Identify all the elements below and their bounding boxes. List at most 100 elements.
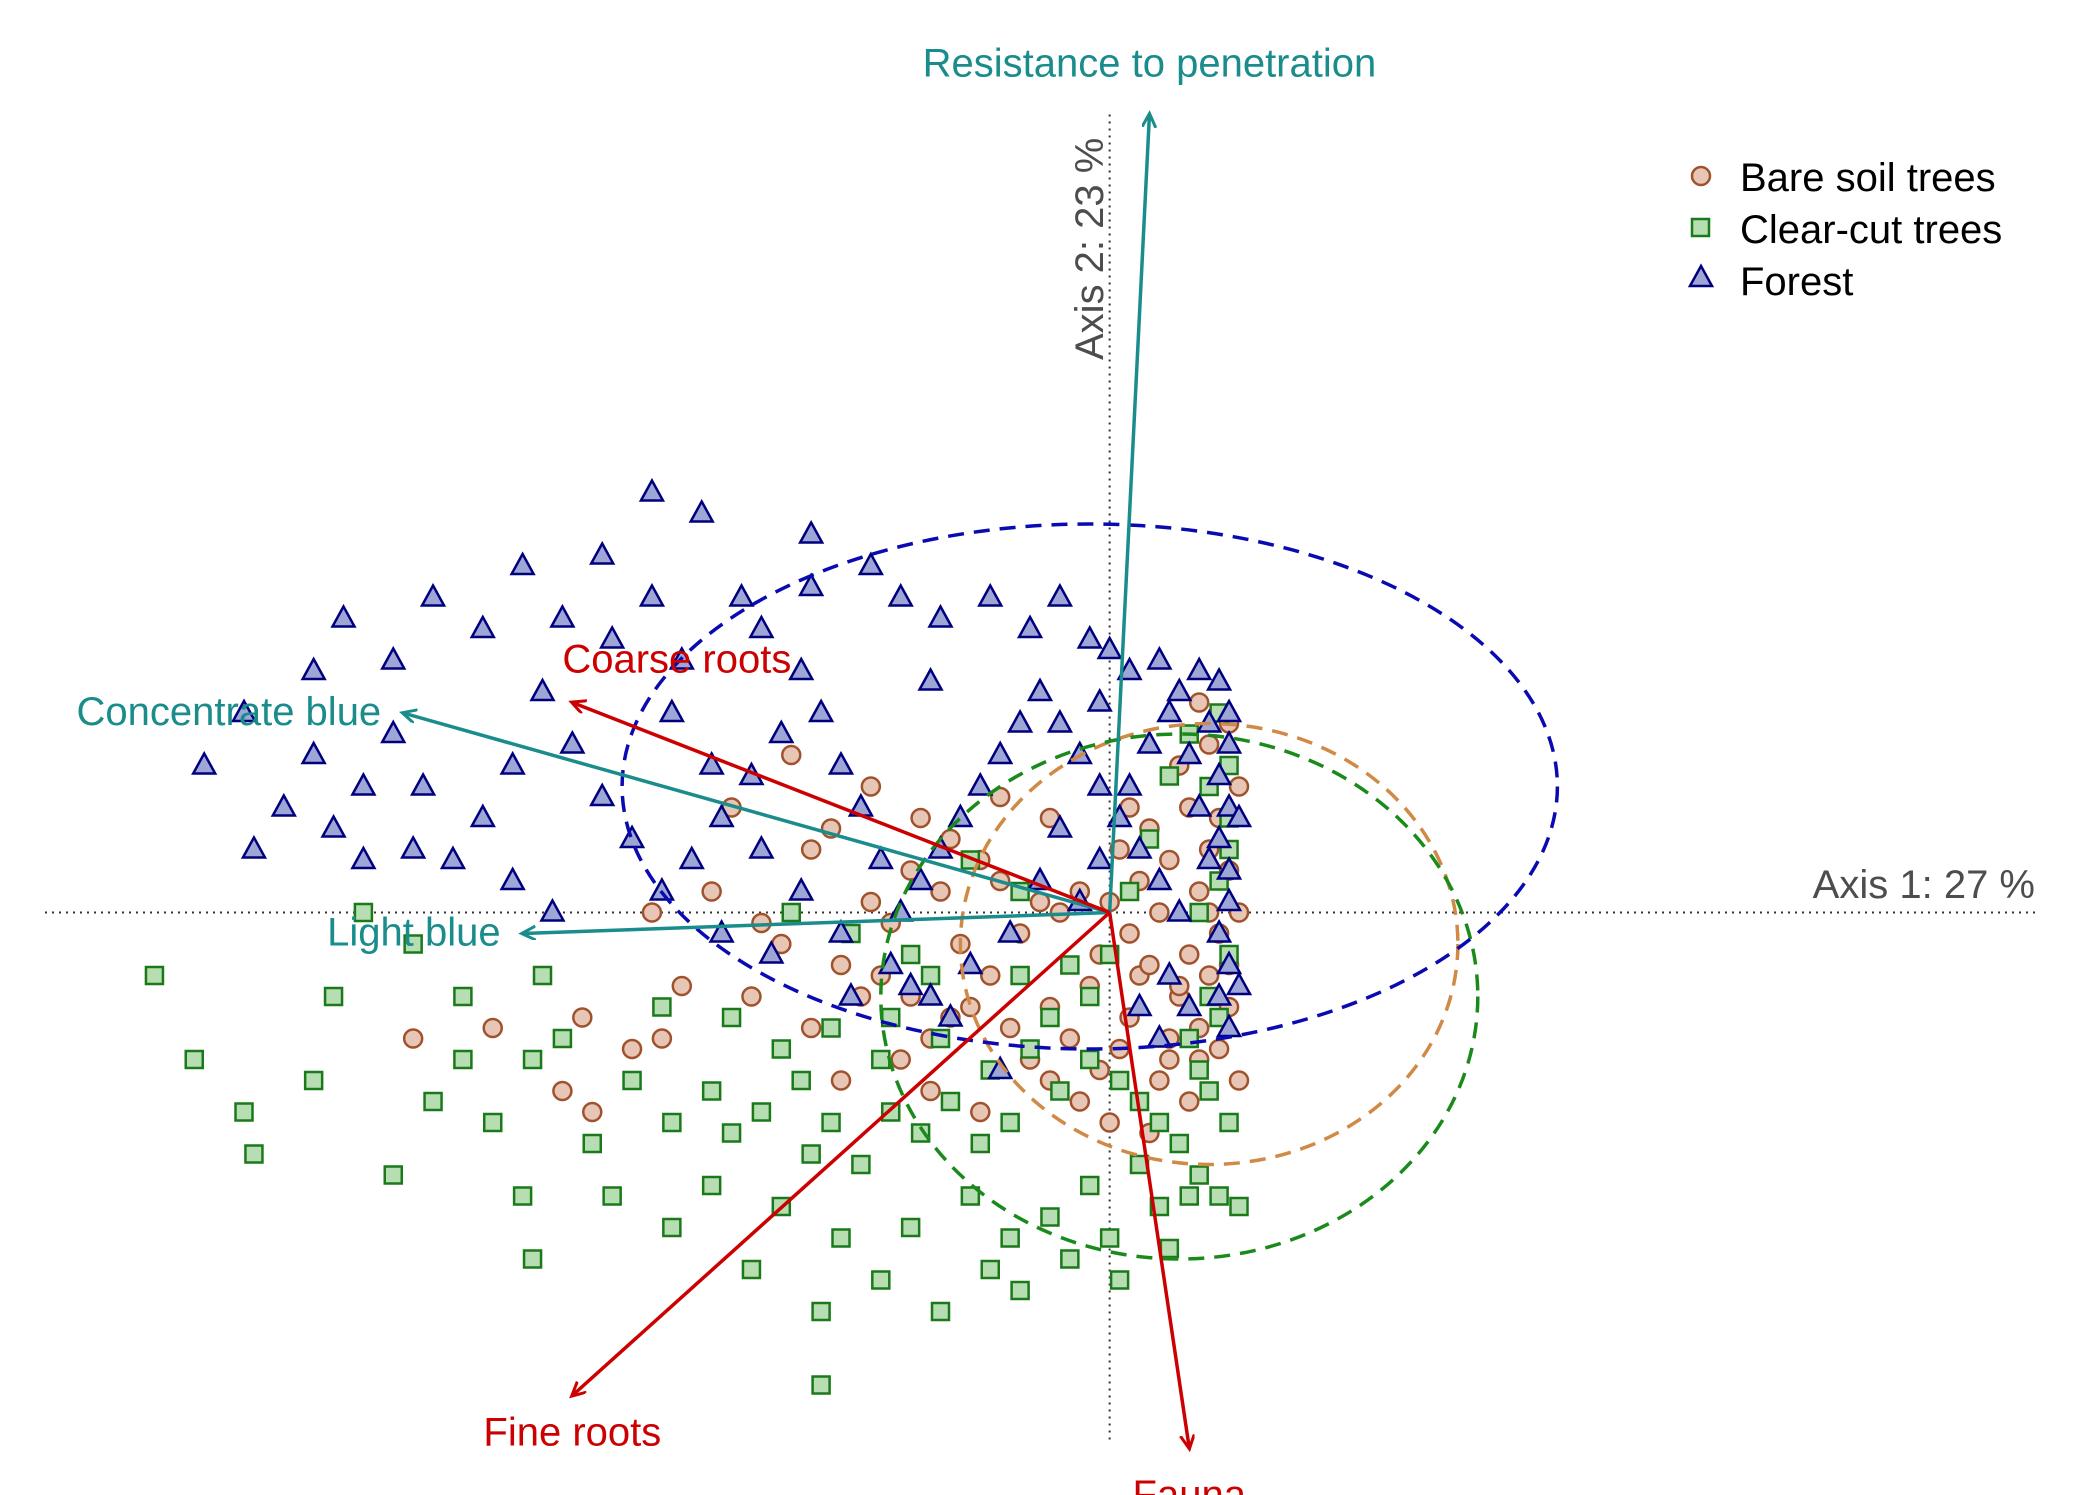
point-forest xyxy=(877,950,904,975)
point-bare-soil-trees xyxy=(572,1007,593,1028)
biplot-vectors: Resistance to penetration Concentrate blu… xyxy=(77,42,1377,1495)
data-points xyxy=(144,477,1253,1395)
point-clear-cut-trees xyxy=(1000,1112,1020,1133)
point-clear-cut-trees xyxy=(383,1165,403,1185)
point-bare-soil-trees xyxy=(860,891,882,913)
point-forest xyxy=(708,803,735,828)
point-forest xyxy=(1205,761,1233,786)
point-clear-cut-trees xyxy=(831,1228,851,1248)
point-clear-cut-trees xyxy=(602,1186,622,1206)
point-clear-cut-trees xyxy=(1219,1112,1239,1133)
point-clear-cut-trees xyxy=(781,902,801,923)
legend-marker-triangle xyxy=(1687,263,1715,288)
point-forest xyxy=(599,624,626,649)
legend-entry-bare-soil-trees: Bare soil trees xyxy=(1690,156,1996,200)
point-bare-soil-trees xyxy=(830,1070,852,1091)
legend-label: Bare soil trees xyxy=(1740,156,1996,200)
point-clear-cut-trees xyxy=(1099,1228,1120,1248)
point-clear-cut-trees xyxy=(353,902,374,923)
point-bare-soil-trees xyxy=(552,1080,573,1102)
point-forest xyxy=(1076,624,1103,649)
legend-marker-circle xyxy=(1690,165,1712,187)
point-forest xyxy=(967,771,994,796)
point-forest xyxy=(270,792,297,817)
point-bare-soil-trees xyxy=(641,902,663,923)
point-forest xyxy=(748,834,775,859)
point-clear-cut-trees xyxy=(1060,955,1080,975)
point-bare-soil-trees xyxy=(1198,734,1220,755)
point-clear-cut-trees xyxy=(811,1301,831,1322)
point-forest xyxy=(330,603,357,628)
point-forest xyxy=(708,918,735,943)
point-clear-cut-trees xyxy=(552,1028,573,1049)
point-bare-soil-trees xyxy=(741,986,762,1007)
point-clear-cut-trees xyxy=(1010,1280,1030,1301)
point-forest xyxy=(937,1002,964,1027)
ellipse-clear-cut-trees xyxy=(879,732,1480,1261)
point-forest xyxy=(1026,677,1054,702)
point-forest xyxy=(768,719,795,744)
point-bare-soil-trees xyxy=(482,1017,503,1039)
vector-coarse-roots xyxy=(572,703,1111,915)
point-clear-cut-trees xyxy=(1040,1007,1060,1028)
vector-label-concentrate-blue: Concentrate blue xyxy=(77,690,382,734)
point-forest xyxy=(380,719,407,744)
point-forest xyxy=(917,981,944,1006)
legend: Bare soil trees Clear-cut trees Forest xyxy=(1687,156,2002,304)
vector-label-resistance-to-penetration: Resistance to penetration xyxy=(923,42,1377,86)
point-forest xyxy=(927,603,954,628)
point-bare-soil-trees xyxy=(1179,1091,1200,1112)
point-forest xyxy=(409,771,437,796)
point-clear-cut-trees xyxy=(821,1112,841,1133)
confidence-ellipses xyxy=(620,522,1560,1261)
point-forest xyxy=(827,918,855,943)
point-clear-cut-trees xyxy=(871,1049,891,1070)
point-clear-cut-trees xyxy=(662,1217,682,1238)
point-forest xyxy=(698,750,725,775)
point-forest xyxy=(1006,708,1034,733)
point-forest xyxy=(350,845,377,870)
point-clear-cut-trees xyxy=(1109,1270,1130,1290)
point-forest xyxy=(1046,582,1074,607)
point-clear-cut-trees xyxy=(871,1270,891,1290)
point-forest xyxy=(1046,708,1074,733)
point-forest xyxy=(807,698,835,723)
point-clear-cut-trees xyxy=(1179,1028,1199,1049)
legend-label: Forest xyxy=(1740,260,1853,304)
legend-label: Clear-cut trees xyxy=(1740,208,2002,252)
point-forest xyxy=(230,698,258,723)
point-clear-cut-trees xyxy=(1119,881,1140,902)
point-clear-cut-trees xyxy=(1159,766,1180,786)
point-forest xyxy=(1146,645,1173,670)
point-clear-cut-trees xyxy=(771,1039,792,1059)
legend-marker-square xyxy=(1690,217,1711,238)
point-clear-cut-trees xyxy=(900,944,921,965)
point-clear-cut-trees xyxy=(1080,1175,1100,1196)
point-forest xyxy=(837,981,865,1006)
point-forest xyxy=(589,782,616,807)
point-forest xyxy=(549,603,576,628)
point-forest xyxy=(638,582,666,607)
point-clear-cut-trees xyxy=(622,1070,642,1091)
point-bare-soil-trees xyxy=(1109,839,1130,860)
point-clear-cut-trees xyxy=(522,1249,543,1269)
point-clear-cut-trees xyxy=(900,1217,921,1238)
point-forest xyxy=(499,866,526,891)
ellipse-bare-soil-trees xyxy=(958,721,1460,1167)
point-forest xyxy=(678,845,705,870)
point-clear-cut-trees xyxy=(1169,1133,1190,1154)
point-bare-soil-trees xyxy=(651,1028,673,1049)
point-clear-cut-trees xyxy=(184,1049,204,1070)
point-forest xyxy=(1196,708,1223,733)
vector-label-coarse-roots: Coarse roots xyxy=(562,638,791,682)
point-bare-soil-trees xyxy=(402,1028,424,1049)
point-bare-soil-trees xyxy=(930,881,951,902)
point-forest xyxy=(1186,656,1213,681)
point-clear-cut-trees xyxy=(1199,1081,1219,1101)
point-bare-soil-trees xyxy=(671,975,693,997)
point-bare-soil-trees xyxy=(1188,692,1210,713)
point-bare-soil-trees xyxy=(1149,1070,1170,1091)
point-clear-cut-trees xyxy=(453,986,473,1007)
point-clear-cut-trees xyxy=(940,1091,961,1112)
point-forest xyxy=(1086,845,1113,870)
